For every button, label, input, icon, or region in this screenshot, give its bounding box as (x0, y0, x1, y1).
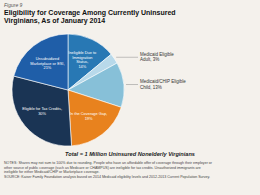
slice-label: In the Coverage Gap,19% (70, 111, 107, 121)
slice-label: Medicaid/CHIP EligibleChild, 13% (140, 79, 186, 89)
pie-slice (68, 90, 121, 146)
leader-line (116, 57, 138, 58)
pie-slice (14, 34, 68, 90)
pie (12, 34, 124, 146)
total-note: Total = 1 Million Uninsured Nonelderly V… (65, 151, 195, 157)
slice-label: Medicaid EligibleAdult, 3% (140, 52, 174, 62)
figure-label: Figure 9 (4, 2, 23, 8)
leader-line (126, 84, 138, 85)
slice-label: Ineligible Due toImmigrationStatus,14% (68, 50, 96, 69)
slice-label: UnsubsidizedMarketplace or ESI,21% (30, 56, 64, 70)
chart: Figure 9Eligibility for Coverage Among C… (0, 0, 260, 195)
slice-label: Eligible for Tax Credits,30% (22, 106, 62, 116)
title: Eligibility for Coverage Among Currently… (4, 9, 176, 25)
notes: NOTES: Shares may not sum to 100% due to… (4, 161, 213, 179)
